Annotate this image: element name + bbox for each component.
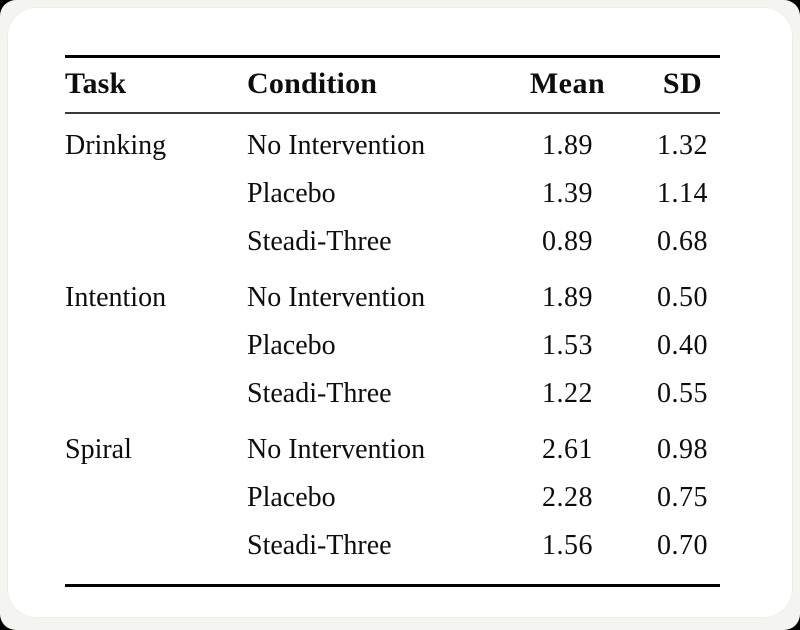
sd-cell: 0.98 bbox=[657, 434, 708, 465]
table-row: Placebo 2.28 0.75 bbox=[65, 474, 720, 522]
task-group: Drinking No Intervention 1.89 1.32 Placebo 1.… bbox=[65, 122, 720, 266]
table-header-row: Task Condition Mean SD bbox=[65, 58, 720, 114]
sd-cell: 0.68 bbox=[657, 226, 708, 257]
table-row: Steadi-Three 1.22 0.55 bbox=[65, 370, 720, 418]
task-group: Intention No Intervention 1.89 0.50 Placebo 1… bbox=[65, 274, 720, 418]
mean-cell: 1.89 bbox=[542, 130, 593, 161]
condition-cell: Steadi-Three bbox=[247, 530, 392, 561]
sd-cell: 0.40 bbox=[657, 330, 708, 361]
sd-cell: 0.50 bbox=[657, 282, 708, 313]
column-header-mean: Mean bbox=[529, 67, 606, 100]
condition-cell: Steadi-Three bbox=[247, 378, 392, 409]
results-table: Task Condition Mean SD Drinking No Interv… bbox=[65, 55, 720, 587]
column-header-condition: Condition bbox=[247, 67, 378, 100]
mean-cell: 1.56 bbox=[542, 530, 593, 561]
mean-cell: 0.89 bbox=[542, 226, 593, 257]
table-row: Placebo 1.39 1.14 bbox=[65, 170, 720, 218]
mean-cell: 1.39 bbox=[542, 178, 593, 209]
condition-cell: Placebo bbox=[247, 330, 336, 361]
mean-cell: 1.89 bbox=[542, 282, 593, 313]
mean-cell: 2.61 bbox=[542, 434, 593, 465]
table-row: Steadi-Three 1.56 0.70 bbox=[65, 522, 720, 570]
condition-cell: No Intervention bbox=[247, 282, 426, 313]
condition-cell: Steadi-Three bbox=[247, 226, 392, 257]
table-row: Drinking No Intervention 1.89 1.32 bbox=[65, 122, 720, 170]
sd-cell: 1.14 bbox=[657, 178, 708, 209]
column-header-task: Task bbox=[65, 67, 127, 100]
sd-cell: 1.32 bbox=[657, 130, 708, 161]
column-header-sd: SD bbox=[662, 67, 703, 100]
task-cell: Drinking bbox=[65, 130, 167, 161]
condition-cell: No Intervention bbox=[247, 434, 426, 465]
task-cell: Spiral bbox=[65, 434, 132, 465]
condition-cell: Placebo bbox=[247, 178, 336, 209]
condition-cell: Placebo bbox=[247, 482, 336, 513]
table-card: Task Condition Mean SD Drinking No Interv… bbox=[8, 8, 792, 617]
mean-cell: 1.22 bbox=[542, 378, 593, 409]
table-body: Drinking No Intervention 1.89 1.32 Placebo 1.… bbox=[65, 114, 720, 584]
mean-cell: 1.53 bbox=[542, 330, 593, 361]
sd-cell: 0.55 bbox=[657, 378, 708, 409]
condition-cell: No Intervention bbox=[247, 130, 426, 161]
table-row: Placebo 1.53 0.40 bbox=[65, 322, 720, 370]
task-cell: Intention bbox=[65, 282, 167, 313]
sd-cell: 0.75 bbox=[657, 482, 708, 513]
mean-cell: 2.28 bbox=[542, 482, 593, 513]
table-row: Intention No Intervention 1.89 0.50 bbox=[65, 274, 720, 322]
table-row: Spiral No Intervention 2.61 0.98 bbox=[65, 426, 720, 474]
sd-cell: 0.70 bbox=[657, 530, 708, 561]
table-row: Steadi-Three 0.89 0.68 bbox=[65, 218, 720, 266]
task-group: Spiral No Intervention 2.61 0.98 Placebo 2.28… bbox=[65, 426, 720, 570]
